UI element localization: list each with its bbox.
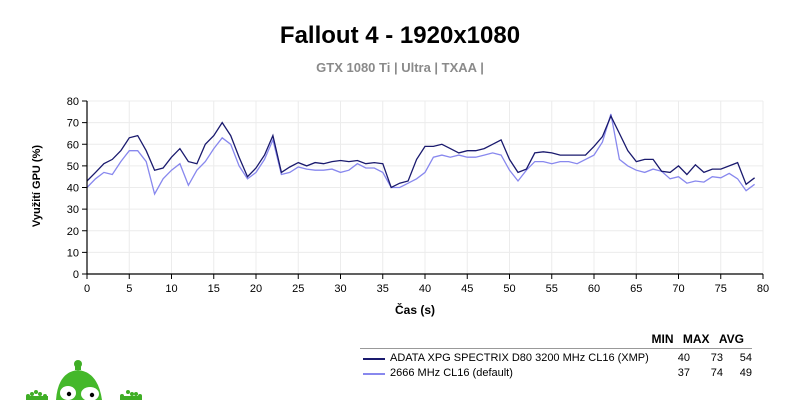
x-axis-label: Čas (s) bbox=[394, 303, 435, 317]
y-axis-label: Využití GPU (%) bbox=[31, 144, 43, 228]
y-tick-label: 0 bbox=[73, 269, 79, 281]
x-tick-label: 10 bbox=[165, 283, 177, 295]
legend-header: MIN MAX AVG bbox=[646, 332, 744, 346]
x-tick-label: 40 bbox=[419, 283, 431, 295]
legend-divider bbox=[360, 348, 752, 349]
legend-item: ADATA XPG SPECTRIX D80 3200 MHz CL16 (XM… bbox=[360, 352, 752, 366]
x-tick-label: 55 bbox=[546, 283, 558, 295]
chart-title: Fallout 4 - 1920x1080 bbox=[279, 22, 521, 49]
legend-min-value: 40 bbox=[677, 352, 690, 364]
x-tick-label: 65 bbox=[630, 283, 642, 295]
y-tick-label: 40 bbox=[67, 183, 79, 195]
y-tick-label: 50 bbox=[67, 161, 79, 173]
legend-series-name: ADATA XPG SPECTRIX D80 3200 MHz CL16 (XM… bbox=[390, 352, 649, 364]
legend-avg-value: 49 bbox=[739, 367, 752, 379]
legend-col-min: MIN bbox=[651, 332, 674, 346]
legend-max-value: 74 bbox=[710, 367, 723, 379]
chart-subtitle: GTX 1080 Ti | Ultra | TXAA | bbox=[316, 60, 484, 75]
x-tick-label: 80 bbox=[757, 283, 769, 295]
x-tick-label: 60 bbox=[588, 283, 600, 295]
legend-swatch bbox=[363, 373, 385, 375]
y-tick-label: 70 bbox=[67, 118, 79, 130]
axes: 0 10 20 30 40 50 60 70 80 0 5 10 15 20 25 30 35 40 45 50 55 6… bbox=[67, 96, 769, 295]
x-tick-label: 15 bbox=[208, 283, 220, 295]
mascot-alien-logo bbox=[26, 360, 142, 400]
legend-avg-value: 54 bbox=[739, 352, 752, 364]
x-tick-label: 35 bbox=[377, 283, 389, 295]
x-tick-label: 5 bbox=[126, 283, 132, 295]
legend-col-max: MAX bbox=[682, 332, 710, 346]
series-lines bbox=[86, 113, 755, 196]
y-tick-label: 20 bbox=[67, 226, 79, 238]
series-line bbox=[86, 113, 755, 196]
x-tick-label: 30 bbox=[334, 283, 346, 295]
x-tick-label: 45 bbox=[461, 283, 473, 295]
grid-lines bbox=[87, 100, 764, 274]
legend-swatch bbox=[363, 358, 385, 360]
x-tick-label: 75 bbox=[715, 283, 727, 295]
series-line bbox=[86, 114, 755, 189]
legend-max-value: 73 bbox=[710, 352, 723, 364]
legend-col-avg: AVG bbox=[718, 332, 744, 346]
x-tick-label: 50 bbox=[503, 283, 515, 295]
legend-series-name: 2666 MHz CL16 (default) bbox=[390, 367, 513, 379]
y-tick-label: 80 bbox=[67, 96, 79, 108]
legend-item: 2666 MHz CL16 (default) 37 74 49 bbox=[360, 367, 752, 381]
y-tick-label: 30 bbox=[67, 204, 79, 216]
x-tick-label: 70 bbox=[672, 283, 684, 295]
y-tick-label: 10 bbox=[67, 247, 79, 259]
x-tick-label: 20 bbox=[250, 283, 262, 295]
y-tick-label: 60 bbox=[67, 139, 79, 151]
x-tick-label: 0 bbox=[84, 283, 90, 295]
x-tick-label: 25 bbox=[292, 283, 304, 295]
legend-min-value: 37 bbox=[677, 367, 690, 379]
